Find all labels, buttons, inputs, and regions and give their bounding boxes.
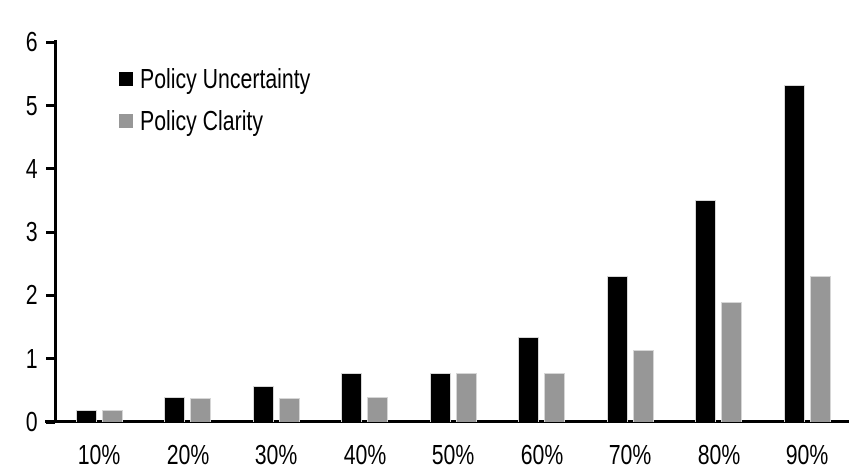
legend-item-policy-clarity: Policy Clarity [119,107,364,135]
bar-policy-uncertainty-30% [252,386,274,422]
bar-policy-uncertainty-90% [783,85,805,422]
y-tick-label-5: 5 [0,89,38,123]
bar-policy-clarity-10% [102,410,123,422]
bar-policy-clarity-60% [544,373,566,422]
x-tick-label-80%: 80% [659,438,779,472]
y-tick-4 [46,167,55,171]
x-tick-label-70%: 70% [570,438,690,472]
y-tick-0 [46,420,55,424]
y-tick-label-text: 1 [26,342,38,374]
bar-policy-uncertainty-70% [606,276,628,422]
legend-label-policy-uncertainty: Policy Uncertainty [140,63,311,94]
x-tick-label-40%: 40% [305,438,425,472]
x-tick-label-10%: 10% [40,438,160,472]
x-tick-label-text: 10% [78,439,121,470]
y-tick-3 [46,230,55,234]
y-tick-label-6: 6 [0,25,38,59]
x-tick-label-text: 80% [697,439,740,470]
bar-policy-clarity-40% [367,397,389,422]
x-tick-label-text: 60% [520,439,563,470]
bar-policy-clarity-50% [455,373,477,422]
x-tick-label-text: 70% [608,439,652,470]
x-tick-label-60%: 60% [482,438,602,472]
y-tick-5 [46,104,55,107]
bar-policy-clarity-80% [721,302,743,422]
chart-legend: Policy Uncertainty Policy Clarity [119,65,364,149]
y-tick-label-text: 4 [26,152,38,184]
legend-swatch-policy-clarity [119,114,133,128]
legend-label-policy-clarity: Policy Clarity [140,105,263,136]
y-tick-label-text: 0 [26,406,38,437]
x-tick-label-text: 40% [343,439,387,470]
x-tick-label-text: 20% [166,439,210,470]
x-tick-label-text: 30% [255,439,298,470]
x-tick-label-50%: 50% [393,438,513,472]
y-axis-line [54,40,57,422]
bar-policy-uncertainty-50% [429,373,451,422]
x-tick-label-30%: 30% [216,438,336,472]
bar-policy-uncertainty-20% [164,397,186,422]
y-tick-2 [46,293,55,297]
legend-swatch-policy-uncertainty [119,72,133,86]
bar-policy-uncertainty-80% [695,200,717,422]
y-tick-label-text: 2 [26,279,38,311]
y-tick-label-text: 3 [26,216,38,248]
y-tick-label-text: 6 [26,26,38,58]
x-tick-label-90%: 90% [747,438,852,472]
y-tick-label-4: 4 [0,152,38,186]
bar-policy-uncertainty-10% [76,410,97,422]
bar-policy-uncertainty-60% [518,337,540,422]
bar-policy-clarity-90% [809,276,831,422]
y-tick-label-1: 1 [0,342,38,376]
y-tick-label-text: 5 [26,89,38,121]
y-tick-label-3: 3 [0,215,38,249]
y-tick-label-0: 0 [0,405,38,439]
y-tick-6 [46,40,55,44]
bar-policy-clarity-20% [190,398,212,422]
x-tick-label-20%: 20% [128,438,248,472]
bar-policy-clarity-70% [632,350,654,422]
legend-item-policy-uncertainty: Policy Uncertainty [119,65,364,93]
x-tick-label-text: 50% [431,439,475,470]
y-tick-label-2: 2 [0,278,38,312]
y-tick-1 [46,357,55,361]
bar-policy-clarity-30% [278,398,300,422]
bar-policy-uncertainty-40% [341,373,363,422]
x-tick-label-text: 90% [785,439,829,470]
